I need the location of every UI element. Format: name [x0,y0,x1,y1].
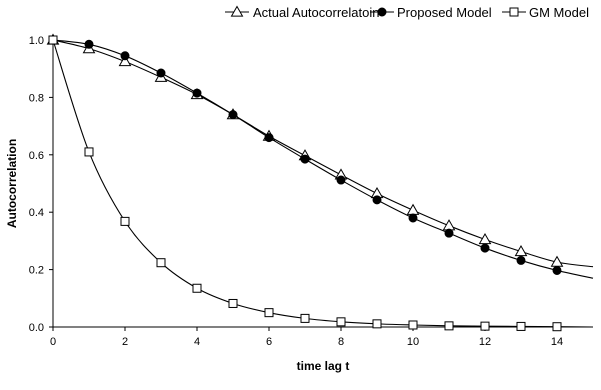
data-point-gm-model [228,298,238,308]
data-point-gm-model [372,319,382,329]
legend-item-proposed-model: Proposed Model [370,5,492,20]
legend-item-gm-model: GM Model [502,5,589,20]
data-point-actual-autocorrelatoin [118,55,132,67]
x-tick-label: 6 [266,336,272,348]
legend-marker-icon [230,5,244,17]
data-point-gm-model [192,283,202,293]
y-tick-label: 0.4 [29,207,44,219]
data-point-proposed-model [84,39,94,49]
data-point-actual-autocorrelatoin [478,232,492,245]
data-point-proposed-model [552,265,562,275]
legend-marker-icon [377,7,387,17]
data-point-gm-model [120,216,130,226]
x-tick-label: 0 [50,336,56,348]
y-tick-label: 1.0 [29,35,44,47]
x-tick-label: 12 [479,336,491,348]
x-tick-label: 4 [194,336,200,348]
data-point-gm-model [156,258,166,268]
data-point-gm-model [336,317,346,327]
legend: Actual Autocorrelatoin Proposed Model GM M… [225,5,589,20]
legend-item-actual-autocorrelatoin: Actual Autocorrelatoin [225,5,379,20]
series-line-proposed-model [52,39,594,279]
x-tick-label: 14 [551,336,563,348]
legend-marker-icon [509,7,519,17]
series-gm-model [48,35,594,332]
data-point-proposed-model [192,88,202,98]
x-tick-label: 2 [122,336,128,348]
data-point-gm-model [480,321,490,331]
x-axis-title: time lag t [297,359,350,373]
legend-label: Actual Autocorrelatoin [253,5,379,20]
series-actual-autocorrelatoin [46,33,594,268]
data-point-gm-model [300,313,310,323]
data-point-gm-model [408,320,418,330]
data-point-proposed-model [228,110,238,120]
series-line-actual-autocorrelatoin [52,39,594,268]
data-point-proposed-model [408,213,418,223]
data-point-gm-model [84,147,94,157]
data-point-proposed-model [336,175,346,185]
series-line-gm-model [52,39,594,328]
y-tick-label: 0.2 [29,265,44,277]
data-point-proposed-model [156,68,166,78]
data-point-proposed-model [372,195,382,205]
data-point-gm-model [48,35,58,45]
x-tick-label: 10 [407,336,419,348]
y-tick-label: 0.8 [29,92,44,104]
axes: 0.0 0.2 0.4 0.6 0.8 1.0 0 2 4 6 8 10 12 14 [29,35,593,348]
data-point-proposed-model [516,255,526,265]
data-point-actual-autocorrelatoin [406,203,420,215]
data-point-gm-model [552,322,562,332]
data-point-gm-model [444,321,454,331]
legend-label: Proposed Model [397,5,492,20]
series-proposed-model [48,35,594,279]
data-point-actual-autocorrelatoin [442,219,456,231]
x-tick-label: 8 [338,336,344,348]
data-point-proposed-model [444,228,454,238]
y-tick-label: 0.6 [29,150,44,162]
data-point-gm-model [264,308,274,318]
data-point-proposed-model [300,154,310,164]
y-tick-label: 0.0 [29,322,44,334]
data-point-proposed-model [264,133,274,143]
data-point-proposed-model [480,243,490,253]
series-layer [46,33,594,332]
data-point-gm-model [516,321,526,331]
data-point-proposed-model [120,51,130,61]
y-axis-title: Autocorrelation [5,139,19,228]
data-point-actual-autocorrelatoin [514,245,528,257]
legend-label: GM Model [529,5,589,20]
